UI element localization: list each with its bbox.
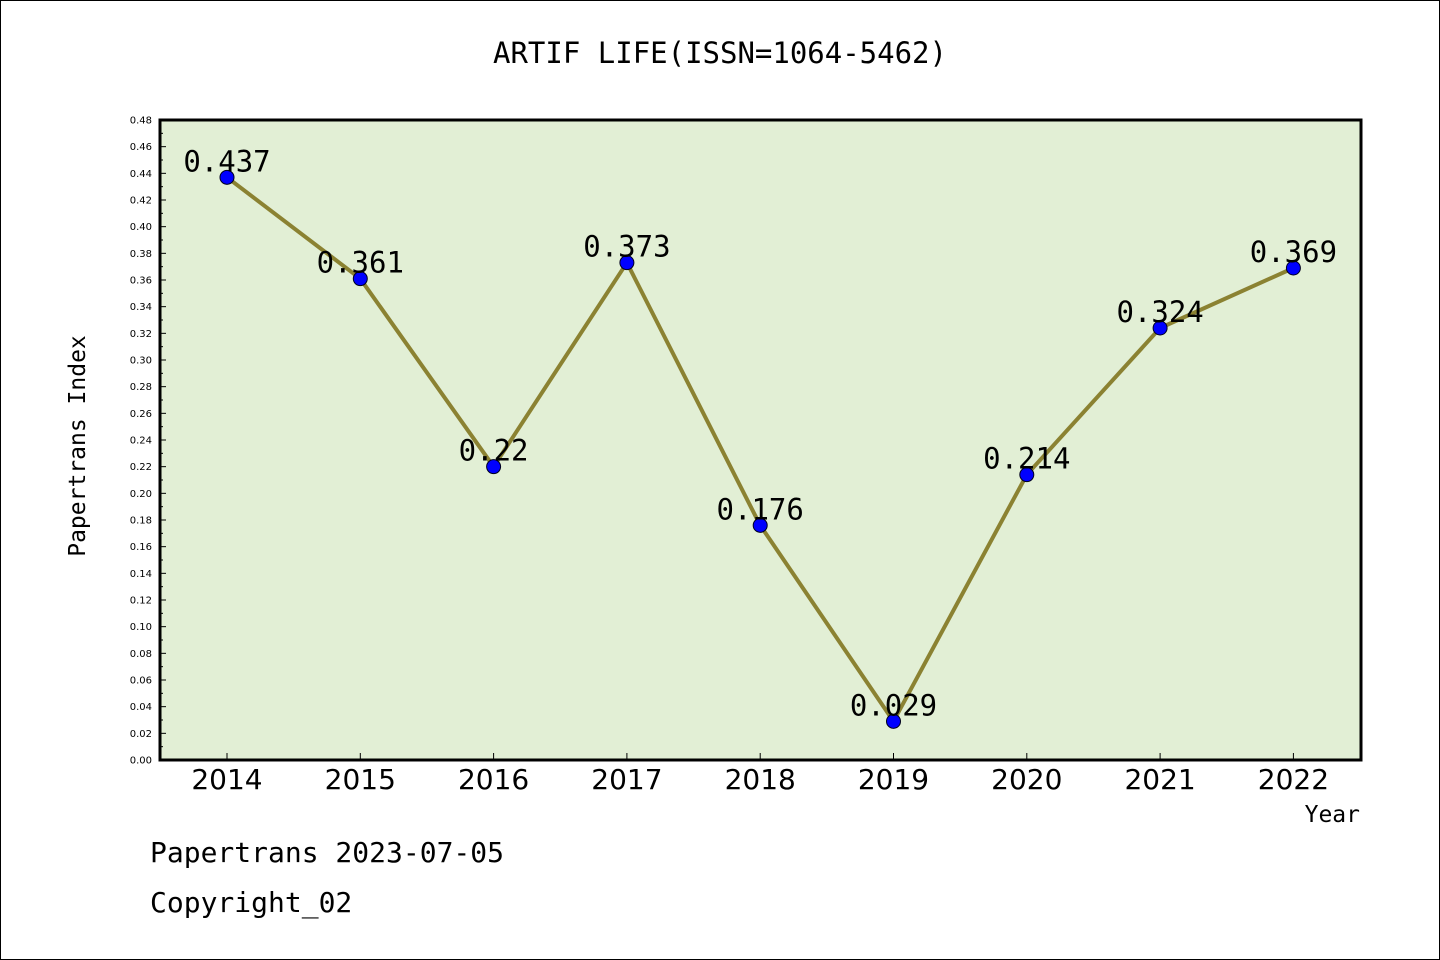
- plot-area: [160, 120, 1361, 760]
- data-label: 0.373: [583, 230, 670, 264]
- y-tick-label: 0.22: [130, 462, 152, 473]
- data-label: 0.176: [717, 492, 804, 526]
- x-tick-label: 2022: [1258, 763, 1329, 796]
- y-tick-label: 0.44: [130, 169, 152, 180]
- y-tick-label: 0.08: [130, 649, 152, 660]
- y-tick-label: 0.30: [130, 356, 152, 367]
- x-tick-label: 2015: [325, 763, 396, 796]
- y-tick-label: 0.12: [130, 596, 152, 607]
- footer-copyright: Copyright_02: [150, 886, 353, 919]
- y-tick-label: 0.02: [130, 729, 152, 740]
- footer-date: Papertrans 2023-07-05: [150, 836, 505, 869]
- y-tick-label: 0.28: [130, 382, 152, 393]
- data-point: [619, 255, 635, 271]
- y-tick-label: 0.00: [130, 756, 152, 767]
- x-tick-label: 2014: [191, 763, 262, 796]
- y-tick-label: 0.14: [130, 569, 152, 580]
- data-point: [1019, 467, 1035, 483]
- data-label: 0.437: [183, 144, 270, 178]
- x-axis: 2014 2015 2016 2017 2018 2019 2020 2021 2022: [191, 753, 1329, 796]
- y-tick-label: 0.16: [130, 542, 152, 553]
- data-point: [886, 713, 901, 729]
- data-label: 0.214: [983, 442, 1070, 476]
- y-tick-label: 0.10: [130, 622, 152, 633]
- data-markers: [219, 169, 1301, 729]
- x-tick-label: 2019: [858, 763, 929, 796]
- y-tick-label: 0.38: [130, 249, 152, 260]
- data-label: 0.029: [850, 688, 937, 722]
- y-tick-label: 0.04: [130, 702, 152, 713]
- plot-border: [158, 118, 1363, 762]
- data-point: [752, 517, 768, 533]
- data-point: [219, 169, 235, 185]
- x-tick-label: 2018: [725, 763, 796, 796]
- data-point: [1152, 320, 1168, 336]
- y-tick-label: 0.40: [130, 222, 152, 233]
- y-tick-label: 0.18: [130, 516, 152, 527]
- data-point: [352, 271, 368, 287]
- data-label: 0.369: [1250, 235, 1337, 269]
- x-tick-label: 2016: [458, 763, 529, 796]
- y-tick-label: 0.48: [130, 116, 152, 127]
- y-tick-label: 0.34: [130, 302, 152, 313]
- x-tick-label: 2017: [591, 763, 662, 796]
- chart-title: ARTIF LIFE(ISSN=1064-5462): [493, 36, 947, 70]
- y-tick-label: 0.20: [130, 489, 152, 500]
- y-tick-label: 0.26: [130, 409, 152, 420]
- data-labels: 0.437 0.361 0.22 0.373 0.176 0.029 0.214 0.324 0…: [183, 144, 1337, 722]
- y-axis: 0.00 0.02 0.04 0.06 0.08 0.10 0.12 0.14 0.16 0.18…: [130, 116, 166, 767]
- x-tick-label: 2021: [1124, 763, 1195, 796]
- data-point: [486, 459, 502, 475]
- y-tick-label: 0.42: [130, 196, 152, 207]
- y-tick-label: 0.06: [130, 676, 152, 687]
- y-tick-label: 0.24: [130, 436, 152, 447]
- data-label: 0.361: [317, 246, 404, 280]
- data-label: 0.22: [459, 434, 529, 468]
- x-tick-label: 2020: [991, 763, 1062, 796]
- data-point: [1285, 260, 1301, 276]
- y-tick-label: 0.32: [130, 329, 152, 340]
- data-label: 0.324: [1116, 295, 1203, 329]
- y-tick-label: 0.36: [130, 276, 152, 287]
- y-tick-label: 0.46: [130, 142, 152, 153]
- x-axis-label: Year: [1304, 802, 1360, 828]
